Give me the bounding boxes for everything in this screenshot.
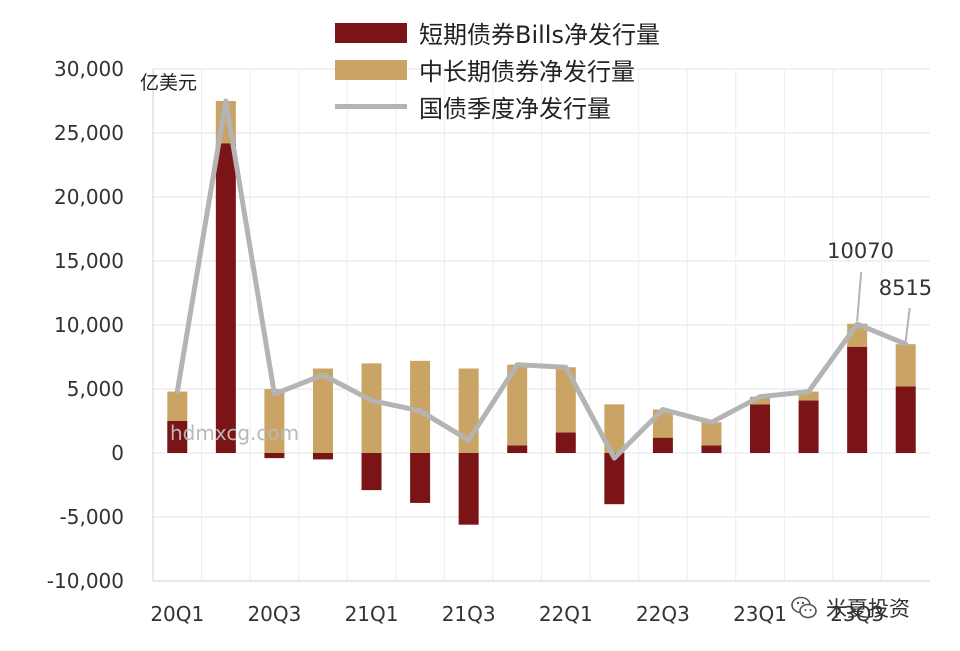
bar-bills-23Q3	[847, 346, 868, 453]
bar-bills-23Q4	[895, 386, 916, 453]
bar-notes-bonds-23Q1	[750, 396, 771, 405]
bar-notes-bonds-22Q1	[555, 367, 576, 433]
bar-bills-23Q2	[798, 400, 819, 453]
y-tick-label: -5,000	[60, 505, 124, 529]
grid	[153, 68, 930, 582]
y-tick-label: 0	[111, 441, 124, 465]
bar-notes-bonds-23Q4	[895, 344, 916, 387]
x-tick-label: 21Q3	[442, 602, 496, 626]
bar-bills-20Q3	[264, 453, 285, 459]
bar-bills-22Q3	[652, 437, 673, 453]
x-tick-label: 21Q1	[345, 602, 399, 626]
legend-label-notes-bonds: 中长期债券净发行量	[419, 58, 635, 86]
bar-bills-20Q1	[167, 421, 188, 453]
bar-bills-21Q1	[361, 453, 382, 491]
y-tick-label: 25,000	[54, 121, 124, 145]
legend-item-bills: 短期债券Bills净发行量	[335, 14, 660, 51]
legend-item-notes-bonds: 中长期债券净发行量	[335, 51, 660, 88]
x-tick-label: 22Q3	[636, 602, 690, 626]
wechat-icon	[791, 596, 817, 619]
legend-label-bills: 短期债券Bills净发行量	[419, 21, 660, 49]
legend-swatch-notes-bonds	[335, 59, 407, 80]
x-tick-label: 22Q1	[539, 602, 593, 626]
bar-bills-20Q4	[312, 453, 333, 460]
bar-notes-bonds-20Q1	[167, 391, 188, 421]
bar-notes-bonds-22Q2	[604, 404, 625, 453]
annotation-label-23Q4: 8515	[879, 276, 932, 300]
bar-notes-bonds-21Q4	[507, 364, 528, 446]
axes: 30,000 25,000 20,000 15,000 10,000 5,000 0 -5,0…	[47, 57, 930, 626]
brand-logo-text: 米夏投资	[826, 597, 910, 621]
bar-bills-22Q4	[701, 445, 722, 453]
bar-bills-21Q3	[458, 453, 479, 525]
x-tick-label: 20Q3	[247, 602, 301, 626]
legend-swatch-bills	[335, 22, 407, 43]
y-tick-label: -10,000	[47, 569, 124, 593]
legend-label-total: 国债季度净发行量	[419, 95, 611, 123]
watermark: hdmxcg.com	[170, 421, 300, 445]
bar-bills-22Q2	[604, 453, 625, 505]
bar-bills-23Q1	[750, 404, 771, 453]
bar-bills-21Q4	[507, 445, 528, 453]
legend: 短期债券Bills净发行量 中长期债券净发行量 国债季度净发行量	[335, 14, 660, 125]
bar-notes-bonds-21Q2	[410, 360, 431, 453]
bar-notes-bonds-23Q2	[798, 391, 819, 401]
y-tick-label: 5,000	[67, 377, 124, 401]
bar-notes-bonds-20Q4	[312, 368, 333, 453]
bar-bills-22Q1	[555, 432, 576, 453]
annotation-leader-23Q4	[904, 307, 911, 342]
annotation-label-23Q3: 10070	[827, 239, 894, 263]
bar-bills-21Q2	[410, 453, 431, 503]
bar-notes-bonds-22Q4	[701, 422, 722, 446]
legend-item-total: 国债季度净发行量	[335, 88, 660, 125]
legend-line-total	[335, 104, 407, 109]
x-tick-label: 23Q1	[733, 602, 787, 626]
y-tick-label: 20,000	[54, 185, 124, 209]
y-axis-unit: 亿美元	[140, 72, 198, 94]
y-tick-label: 15,000	[54, 249, 124, 273]
line-series	[174, 98, 909, 461]
x-tick-label: 20Q1	[150, 602, 204, 626]
bar-bills-20Q2	[215, 143, 236, 454]
y-tick-label: 10,000	[54, 313, 124, 337]
annotation-leader-23Q3	[856, 271, 863, 322]
x-tick-label: 23Q3	[830, 602, 884, 626]
y-tick-label: 30,000	[54, 57, 124, 81]
bar-notes-bonds-20Q3	[264, 389, 285, 453]
brand-logo: 米夏投资	[790, 593, 910, 623]
bar-notes-bonds-21Q1	[361, 363, 382, 453]
annotations: 10070 8515	[827, 239, 932, 342]
line-total	[174, 98, 909, 461]
